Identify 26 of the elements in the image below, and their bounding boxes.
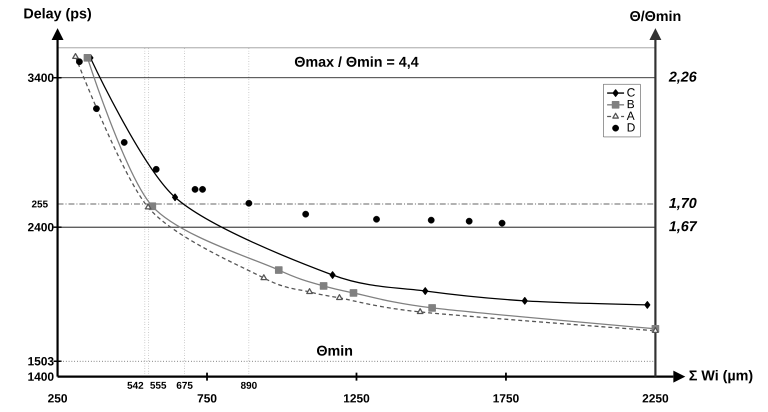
annotation: Θmax / Θmin = 4,4 [294,56,419,70]
x-tick-label: 2250 [642,394,668,403]
annotation: 255 [32,200,48,208]
x-tick-label: 1750 [493,394,519,403]
x-axis-title: Σ Wi (µm) [689,370,752,384]
annotation: 2,26 [668,72,697,84]
legend-label: D [628,124,635,132]
y-tick-label: 1503 [28,357,54,366]
ref-line-label: 890 [240,382,257,390]
x-tick-label: 1250 [344,394,370,403]
annotation: Θmin [316,345,352,356]
y-tick-label: 2400 [28,223,54,232]
x-tick-label: 750 [198,394,216,403]
y-tick-label: 3400 [28,74,54,82]
y2-axis-title: Θ/Θmin [630,10,680,22]
legend-label: B [628,100,634,108]
legend-label: C [627,88,635,97]
ref-line-label: 675 [176,382,193,390]
annotation: 1,67 [669,221,698,234]
x-tick-label: 250 [48,394,68,403]
y-axis-title: Delay (ps) [24,8,91,22]
y-tick-label: 1400 [28,372,54,382]
ref-line-label: 555 [150,382,166,389]
annotation: 1,70 [669,198,697,210]
legend-label: A [626,112,635,120]
ref-line-label: 542 [127,382,144,390]
